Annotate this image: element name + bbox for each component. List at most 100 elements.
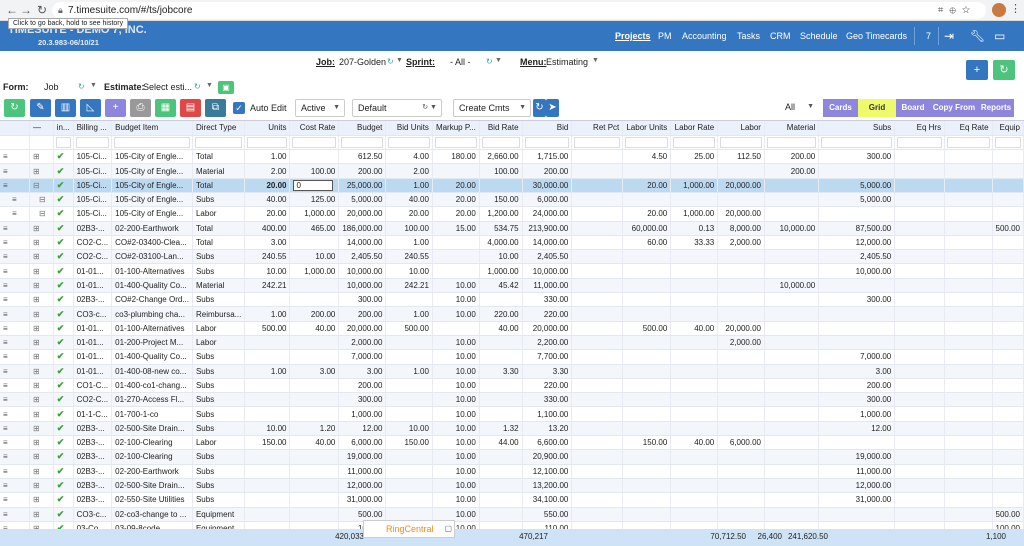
- layout-select[interactable]: Default ↻ ▼: [352, 99, 442, 117]
- table-cell[interactable]: [571, 421, 624, 437]
- table-cell[interactable]: Labor: [192, 435, 246, 451]
- table-cell[interactable]: 11,000.00: [338, 464, 387, 479]
- table-cell[interactable]: 180.00: [432, 149, 480, 165]
- table-cell[interactable]: 7,700.00: [522, 349, 573, 365]
- table-cell[interactable]: [479, 492, 523, 508]
- table-cell[interactable]: [571, 507, 624, 522]
- table-cell[interactable]: 02B3-...: [73, 464, 113, 479]
- table-cell[interactable]: 10.00: [289, 249, 340, 265]
- table-cell[interactable]: [944, 306, 993, 322]
- filter-input[interactable]: [434, 136, 477, 148]
- table-row[interactable]: ≡ ⊞ ✔ 01-01... 01-400-08-new co... Subs 1.00 3.…: [0, 364, 1024, 379]
- reload-icon[interactable]: ↻: [36, 3, 48, 17]
- table-cell[interactable]: 10,000.00: [522, 263, 573, 279]
- expand-icon[interactable]: ⊞: [29, 492, 54, 508]
- table-cell[interactable]: 200.00: [764, 149, 820, 165]
- table-cell[interactable]: CO1-C...: [73, 378, 113, 394]
- table-cell[interactable]: [992, 478, 1024, 494]
- table-cell[interactable]: [571, 378, 624, 394]
- table-row[interactable]: ≡ ⊞ ✔ 01-1-C... 01-700-1-co Subs 1,000.00 10.00…: [0, 406, 1024, 422]
- table-cell[interactable]: 20,000.00: [717, 321, 765, 336]
- drag-handle-icon[interactable]: ≡: [0, 192, 30, 208]
- table-row[interactable]: ≡ ⊞ ✔ 02B3-... 02-550-Site Utilities Subs 31,0…: [0, 492, 1024, 508]
- table-cell[interactable]: [992, 392, 1024, 408]
- table-row[interactable]: ≡ ⊞ ✔ 02B3-... 02-100-Clearing Labor 150.00 40.…: [0, 435, 1024, 451]
- drag-handle-icon[interactable]: ≡: [0, 163, 30, 179]
- table-cell[interactable]: [944, 278, 993, 294]
- filter-input[interactable]: [114, 136, 190, 148]
- table-cell[interactable]: [670, 335, 719, 351]
- table-cell[interactable]: 1,000.00: [670, 206, 719, 222]
- table-cell[interactable]: 240.55: [385, 249, 433, 265]
- table-cell[interactable]: 2,405.50: [338, 249, 387, 265]
- expand-icon[interactable]: ⊞: [29, 321, 54, 336]
- table-cell[interactable]: [764, 435, 820, 451]
- drag-handle-icon[interactable]: ≡: [0, 521, 30, 530]
- table-cell[interactable]: 1.00: [385, 235, 433, 251]
- table-cell[interactable]: 2.00: [385, 163, 433, 179]
- table-cell[interactable]: [385, 478, 433, 494]
- table-cell[interactable]: 10.00: [432, 292, 480, 308]
- filter-cell[interactable]: [111, 135, 193, 151]
- table-cell[interactable]: [992, 449, 1024, 465]
- table-cell[interactable]: [385, 392, 433, 408]
- filter-input[interactable]: [625, 136, 669, 148]
- col-bid-units[interactable]: Bid Units: [385, 121, 433, 136]
- table-cell[interactable]: [244, 392, 291, 408]
- table-cell[interactable]: [622, 392, 672, 408]
- filter-cell[interactable]: [338, 135, 387, 151]
- collapse-icon[interactable]: ⊟: [29, 192, 54, 208]
- table-cell[interactable]: [894, 364, 946, 379]
- drag-handle-icon[interactable]: ≡: [0, 392, 30, 408]
- table-cell[interactable]: [894, 449, 946, 465]
- table-cell[interactable]: [717, 492, 765, 508]
- drag-handle-icon[interactable]: ≡: [0, 306, 30, 322]
- table-cell[interactable]: [992, 349, 1024, 365]
- table-row[interactable]: ≡ ⊞ ✔ CO2-C... CO#2-03100-Lan... Subs 240.55 10…: [0, 249, 1024, 265]
- table-cell[interactable]: [289, 464, 340, 479]
- table-cell[interactable]: [717, 507, 765, 522]
- table-cell[interactable]: [717, 521, 765, 530]
- table-cell[interactable]: [944, 249, 993, 265]
- table-cell[interactable]: 150.00: [479, 192, 523, 208]
- table-cell[interactable]: [670, 492, 719, 508]
- table-cell[interactable]: 44.00: [479, 435, 523, 451]
- table-cell[interactable]: [992, 464, 1024, 479]
- table-cell[interactable]: 02-100-Clearing: [111, 435, 193, 451]
- table-cell[interactable]: [717, 263, 765, 279]
- table-cell[interactable]: [818, 278, 896, 294]
- table-cell[interactable]: 24,000.00: [522, 206, 573, 222]
- table-cell[interactable]: 7,000.00: [818, 349, 896, 365]
- filter-input[interactable]: [341, 136, 384, 148]
- table-cell[interactable]: [571, 249, 624, 265]
- table-cell[interactable]: 6,000.00: [717, 435, 765, 451]
- table-cell[interactable]: Subs: [192, 478, 246, 494]
- refresh-grid-icon[interactable]: ↻: [4, 99, 25, 117]
- table-cell[interactable]: [622, 192, 672, 208]
- table-cell[interactable]: 20.00: [244, 206, 291, 222]
- table-cell[interactable]: [894, 435, 946, 451]
- table-cell[interactable]: 2.00: [244, 163, 291, 179]
- table-cell[interactable]: [479, 335, 523, 351]
- table-cell[interactable]: [571, 306, 624, 322]
- table-cell[interactable]: [622, 464, 672, 479]
- table-row[interactable]: ≡ ⊞ ✔ CO1-C... 01-400-co1-chang... Subs 200.00…: [0, 378, 1024, 394]
- table-cell[interactable]: [717, 292, 765, 308]
- table-cell[interactable]: 10,000.00: [338, 278, 387, 294]
- table-row[interactable]: ≡ ⊞ ✔ 02B3-... 02-200-Earthwork Total 400.00 46…: [0, 221, 1024, 236]
- filter-input[interactable]: [821, 136, 893, 148]
- table-cell[interactable]: [764, 492, 820, 508]
- table-cell[interactable]: [479, 521, 523, 530]
- chevron-down-icon[interactable]: ▼: [90, 82, 97, 89]
- table-cell[interactable]: 01-100-Alternatives: [111, 263, 193, 279]
- table-cell[interactable]: 200.00: [818, 378, 896, 394]
- table-cell[interactable]: 02B3-...: [73, 221, 113, 236]
- table-cell[interactable]: [571, 235, 624, 251]
- col-billing[interactable]: Billing ...: [73, 121, 113, 136]
- table-cell[interactable]: 31,000.00: [818, 492, 896, 508]
- table-cell[interactable]: 105-Ci...: [73, 149, 113, 165]
- table-cell[interactable]: [571, 206, 624, 222]
- table-cell[interactable]: 01-01...: [73, 263, 113, 279]
- table-cell[interactable]: [992, 378, 1024, 394]
- table-cell[interactable]: [944, 206, 993, 222]
